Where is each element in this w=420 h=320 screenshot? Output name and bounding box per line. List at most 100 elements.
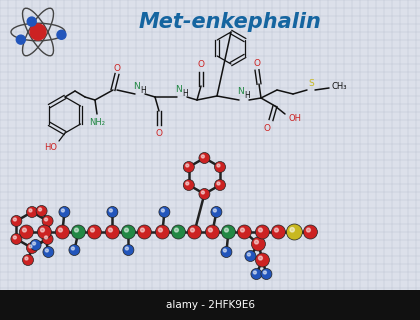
Circle shape — [71, 247, 74, 250]
Text: OH: OH — [289, 114, 302, 123]
Circle shape — [201, 191, 205, 194]
Circle shape — [32, 242, 36, 245]
Circle shape — [55, 225, 69, 239]
Circle shape — [26, 206, 37, 218]
Circle shape — [59, 206, 70, 218]
Text: O: O — [263, 124, 270, 132]
Circle shape — [271, 225, 286, 239]
Circle shape — [263, 271, 266, 274]
Circle shape — [208, 228, 213, 232]
Circle shape — [186, 164, 189, 167]
Circle shape — [16, 35, 25, 44]
Circle shape — [121, 225, 135, 239]
Circle shape — [109, 209, 113, 212]
Text: alamy - 2HFK9E6: alamy - 2HFK9E6 — [165, 300, 255, 310]
Circle shape — [123, 244, 134, 255]
Circle shape — [13, 236, 16, 239]
Circle shape — [217, 182, 220, 185]
Circle shape — [107, 206, 118, 218]
Circle shape — [247, 253, 250, 256]
Circle shape — [58, 228, 63, 232]
Circle shape — [42, 234, 53, 244]
Circle shape — [30, 239, 41, 251]
Circle shape — [258, 256, 262, 260]
Circle shape — [29, 245, 32, 248]
Circle shape — [255, 240, 258, 244]
Circle shape — [36, 205, 47, 217]
Circle shape — [125, 247, 129, 250]
Circle shape — [171, 225, 185, 239]
Circle shape — [13, 218, 16, 221]
Circle shape — [201, 155, 205, 158]
Circle shape — [221, 225, 236, 239]
Circle shape — [45, 249, 48, 252]
Circle shape — [45, 236, 47, 239]
Circle shape — [199, 153, 210, 164]
Circle shape — [137, 225, 152, 239]
Circle shape — [161, 209, 164, 212]
Circle shape — [141, 228, 144, 232]
Circle shape — [61, 209, 64, 212]
Circle shape — [255, 225, 269, 239]
Text: N: N — [134, 82, 140, 91]
Circle shape — [275, 228, 278, 232]
Circle shape — [155, 225, 169, 239]
Circle shape — [241, 228, 244, 232]
Circle shape — [23, 254, 34, 266]
Circle shape — [11, 234, 22, 244]
Circle shape — [11, 215, 22, 227]
Circle shape — [223, 249, 226, 252]
Circle shape — [45, 218, 47, 221]
Circle shape — [90, 228, 94, 232]
Text: N: N — [238, 86, 244, 95]
Circle shape — [253, 271, 257, 274]
Circle shape — [261, 268, 272, 279]
Circle shape — [25, 257, 28, 260]
Circle shape — [303, 225, 318, 239]
Circle shape — [237, 225, 252, 239]
Text: H: H — [182, 89, 188, 98]
Text: N: N — [176, 84, 182, 93]
Circle shape — [26, 243, 37, 253]
Circle shape — [69, 244, 80, 255]
Circle shape — [43, 246, 54, 258]
Circle shape — [124, 228, 129, 232]
Circle shape — [174, 228, 178, 232]
Circle shape — [37, 225, 51, 239]
Circle shape — [245, 251, 256, 261]
Text: HO: HO — [45, 142, 58, 151]
Circle shape — [108, 228, 113, 232]
Circle shape — [290, 228, 294, 232]
Text: O: O — [254, 59, 260, 68]
Circle shape — [159, 206, 170, 218]
Circle shape — [191, 228, 194, 232]
Circle shape — [205, 225, 219, 239]
Text: O: O — [155, 129, 163, 138]
Circle shape — [217, 164, 220, 167]
Circle shape — [183, 180, 194, 190]
Text: S: S — [308, 78, 314, 87]
Circle shape — [19, 225, 34, 239]
Circle shape — [221, 246, 232, 258]
Circle shape — [39, 208, 42, 211]
Circle shape — [23, 228, 26, 232]
Circle shape — [307, 228, 310, 232]
Text: O: O — [197, 60, 205, 68]
Circle shape — [255, 253, 269, 267]
Circle shape — [286, 224, 302, 240]
Circle shape — [213, 209, 216, 212]
Circle shape — [42, 215, 53, 227]
Circle shape — [158, 228, 163, 232]
Circle shape — [57, 30, 66, 39]
Circle shape — [251, 268, 262, 279]
Circle shape — [30, 24, 46, 40]
Text: NH₂: NH₂ — [89, 117, 105, 126]
Circle shape — [187, 225, 202, 239]
Circle shape — [40, 228, 45, 232]
Circle shape — [211, 206, 222, 218]
Circle shape — [252, 237, 265, 251]
Circle shape — [186, 182, 189, 185]
Circle shape — [183, 162, 194, 172]
Text: H: H — [140, 85, 146, 94]
Text: CH₃: CH₃ — [331, 82, 347, 91]
